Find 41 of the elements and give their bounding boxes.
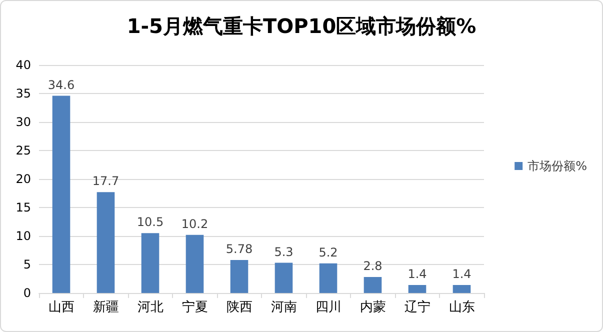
x-tick-label: 新疆 — [92, 300, 119, 315]
y-tick-label: 30 — [16, 115, 31, 129]
x-tick-label: 内蒙 — [360, 300, 386, 315]
data-label: 34.6 — [48, 78, 75, 92]
chart-title: 1-5月燃气重卡TOP10区域市场份额% — [126, 14, 476, 38]
x-tick-label: 河南 — [270, 300, 297, 315]
data-label: 1.4 — [452, 267, 472, 282]
x-tick-label: 河北 — [137, 300, 164, 315]
data-label: 5.3 — [274, 244, 294, 259]
legend-label: 市场份额% — [528, 159, 588, 173]
data-label: 5.78 — [226, 242, 253, 256]
bar — [141, 233, 160, 293]
data-label: 1.4 — [408, 267, 427, 282]
x-tick-label: 山西 — [48, 300, 74, 315]
bar — [96, 192, 115, 293]
y-tick-label: 25 — [16, 144, 31, 158]
y-tick-label: 20 — [16, 172, 31, 186]
bar — [364, 277, 382, 293]
bar — [274, 262, 293, 293]
y-tick-label: 0 — [23, 286, 31, 300]
x-tick-label: 宁夏 — [182, 299, 208, 315]
bar — [52, 96, 70, 293]
data-label: 5.2 — [318, 245, 338, 260]
y-tick-label: 5 — [23, 258, 31, 272]
y-tick-label: 40 — [16, 58, 31, 72]
bar — [230, 260, 248, 293]
x-tick-label: 四川 — [315, 300, 342, 315]
x-tick-label: 辽宁 — [404, 299, 430, 315]
x-tick-label: 山东 — [448, 300, 475, 315]
data-label: 2.8 — [363, 259, 382, 274]
data-label: 10.2 — [181, 216, 208, 231]
x-tick-label: 陕西 — [226, 300, 252, 315]
y-tick-label: 15 — [16, 200, 31, 214]
bar — [408, 285, 426, 293]
data-label: 10.5 — [136, 215, 164, 230]
y-tick-label: 10 — [16, 229, 31, 243]
data-label: 17.7 — [92, 174, 120, 188]
bar — [452, 285, 471, 293]
y-tick-label: 35 — [16, 86, 31, 100]
bar — [186, 234, 204, 293]
bar — [319, 263, 338, 293]
